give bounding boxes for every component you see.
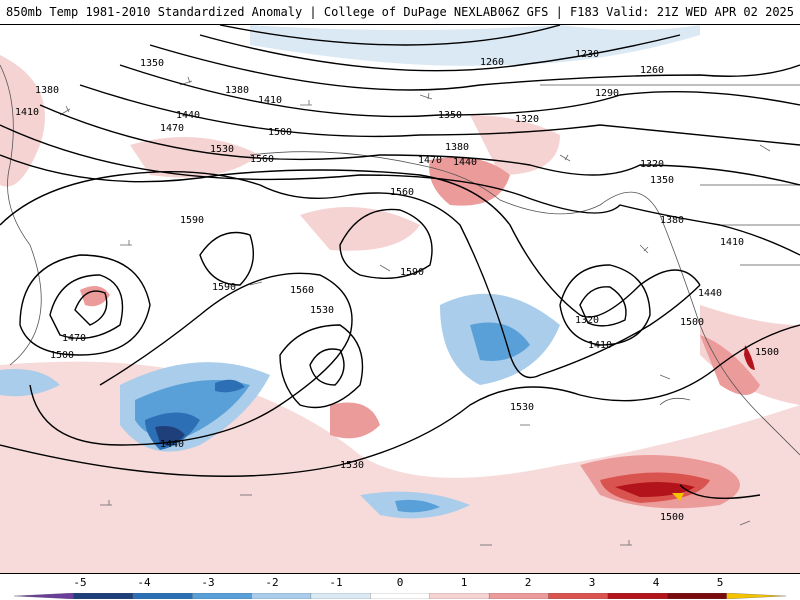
height-label: 1440 — [176, 110, 200, 121]
height-label: 1500 — [680, 317, 704, 328]
height-label: 1380 — [35, 85, 59, 96]
colorbar: -5 -4 -3 -2 -1 0 1 2 3 4 5 — [0, 574, 800, 600]
map-header: 850mb Temp 1981-2010 Standardized Anomal… — [0, 0, 800, 24]
height-contours — [0, 25, 800, 499]
colorbar-swatch — [548, 593, 609, 599]
height-label: 1500 — [755, 347, 779, 358]
colorbar-tick: -5 — [73, 576, 87, 589]
height-label: 1440 — [698, 288, 722, 299]
colorbar-tick: 0 — [396, 576, 404, 589]
height-label: 1500 — [268, 127, 292, 138]
colorbar-swatch — [488, 593, 550, 599]
height-label: 1440 — [453, 157, 477, 168]
colorbar-swatch — [14, 593, 74, 599]
header-title: 850mb Temp 1981-2010 Standardized Anomal… — [6, 5, 498, 19]
colorbar-swatch — [192, 593, 253, 599]
height-label: 1500 — [660, 512, 684, 523]
height-label: 1410 — [15, 107, 39, 118]
colorbar-tick: -4 — [137, 576, 151, 589]
colorbar-tick: 1 — [460, 576, 468, 589]
height-label: 1410 — [720, 237, 744, 248]
height-label: 1500 — [50, 350, 74, 361]
height-label: 1380 — [660, 215, 684, 226]
colorbar-tick: -1 — [329, 576, 343, 589]
height-label: 1350 — [140, 58, 164, 69]
colorbar-tick: -2 — [265, 576, 279, 589]
height-label: 1440 — [160, 439, 184, 450]
height-label: 1470 — [418, 155, 442, 166]
colorbar-swatch — [429, 593, 490, 599]
anomaly-shading — [0, 25, 800, 573]
colorbar-swatch — [370, 593, 431, 599]
height-label: 1410 — [258, 95, 282, 106]
height-label: 1590 — [180, 215, 204, 226]
height-label: 1320 — [575, 315, 599, 326]
anomaly-map: 1230 1260 1260 1290 1320 1320 1350 1350 … — [0, 24, 800, 574]
height-label: 1560 — [390, 187, 414, 198]
colorbar-swatch — [132, 593, 193, 599]
colorbar-tick: 3 — [588, 576, 596, 589]
height-label: 1530 — [210, 144, 234, 155]
height-label: 1260 — [480, 57, 504, 68]
height-label: 1260 — [640, 65, 664, 76]
height-label: 1320 — [515, 114, 539, 125]
colorbar-tick: 2 — [524, 576, 532, 589]
height-label: 1380 — [445, 142, 469, 153]
height-label: 1590 — [400, 267, 424, 278]
height-label: 1230 — [575, 49, 599, 60]
colorbar-swatch — [607, 593, 668, 599]
height-label: 1350 — [438, 110, 462, 121]
colorbar-tick: 4 — [652, 576, 660, 589]
height-label: 1470 — [160, 123, 184, 134]
map-canvas: 1230 1260 1260 1290 1320 1320 1350 1350 … — [0, 25, 800, 573]
colorbar-swatch — [73, 593, 134, 599]
colorbar-swatch — [310, 593, 371, 599]
height-label: 1470 — [62, 333, 86, 344]
colorbar-strip — [14, 593, 786, 599]
colorbar-swatch — [667, 593, 728, 599]
wind-barbs — [59, 76, 771, 546]
height-label: 1350 — [650, 175, 674, 186]
colorbar-tick: 5 — [716, 576, 724, 589]
height-label: 1530 — [340, 460, 364, 471]
colorbar-swatch — [726, 593, 786, 599]
height-label: 1530 — [510, 402, 534, 413]
height-label: 1410 — [588, 340, 612, 351]
header-valid-time: 06Z GFS | F183 Valid: 21Z WED APR 02 202… — [497, 5, 794, 19]
height-label: 1560 — [250, 154, 274, 165]
contour-labels: 1230 1260 1260 1290 1320 1320 1350 1350 … — [15, 49, 779, 523]
height-label: 1320 — [640, 159, 664, 170]
height-label: 1290 — [595, 88, 619, 99]
coastlines — [0, 64, 800, 456]
height-label: 1560 — [290, 285, 314, 296]
height-label: 1530 — [310, 305, 334, 316]
height-label: 1590 — [212, 282, 236, 293]
colorbar-tick: -3 — [201, 576, 215, 589]
colorbar-swatch — [251, 593, 312, 599]
height-label: 1380 — [225, 85, 249, 96]
